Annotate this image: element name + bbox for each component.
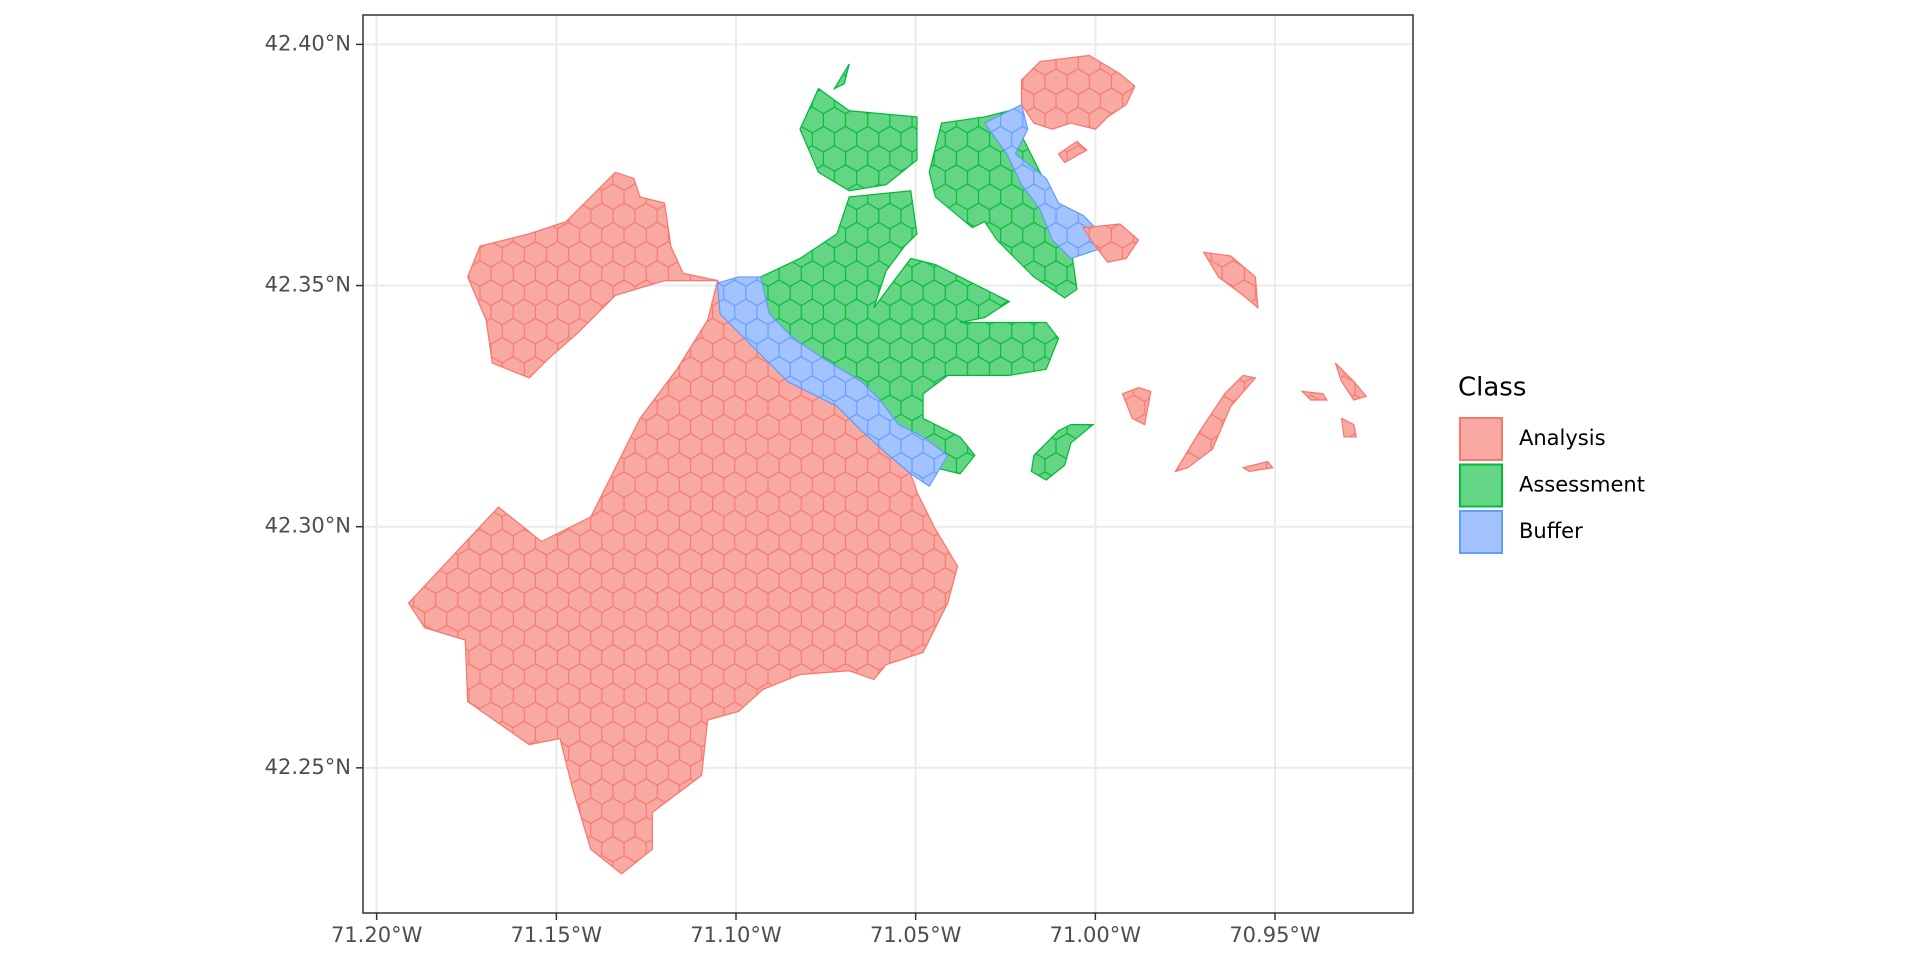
region-hex-grid [760, 190, 1059, 474]
legend: Class Analysis Assessment Buffer [1458, 373, 1645, 554]
region-hex-grid [1335, 363, 1367, 401]
region-hex-grid [1302, 391, 1327, 401]
region-hex-grid [408, 280, 958, 874]
legend-swatch [1459, 463, 1503, 508]
legend-title: Class [1458, 373, 1526, 403]
region-hex-grid [1203, 252, 1258, 308]
x-tick-label: 70.95°W [1229, 923, 1321, 947]
region-hex-grid [1341, 418, 1357, 437]
x-tick-label: 71.00°W [1050, 923, 1142, 947]
region-hex-grid [1021, 55, 1135, 130]
legend-label: Analysis [1519, 426, 1606, 450]
x-tick-label: 71.10°W [690, 923, 782, 947]
x-tick-label: 71.05°W [870, 923, 962, 947]
y-tick-label: 42.40°N [265, 31, 351, 55]
region-hex-grid [800, 88, 917, 191]
y-tick-label: 42.25°N [265, 755, 351, 779]
x-tick-label: 71.20°W [331, 923, 423, 947]
legend-swatch [1459, 417, 1503, 461]
y-tick-label: 42.30°N [265, 514, 351, 538]
region-hex-grid [1243, 461, 1273, 472]
legend-label: Assessment [1519, 473, 1645, 497]
region-hex-grid [1122, 387, 1151, 425]
region-hex-grid [1175, 375, 1256, 472]
region-hex-grid [1083, 224, 1139, 263]
region-hex-grid [1058, 141, 1087, 163]
y-tick-label: 42.35°N [265, 273, 351, 297]
region-hex-grid [1031, 424, 1093, 481]
axes: 71.20°W 71.15°W 71.10°W 71.05°W 71.00°W 70.95… [265, 31, 1321, 947]
region-hex-grid [984, 104, 1108, 259]
legend-label: Buffer [1519, 519, 1583, 543]
region-hex-grid [717, 276, 948, 487]
region-hex-grid [467, 172, 718, 378]
x-tick-label: 71.15°W [511, 923, 603, 947]
region-hex-grid [834, 64, 850, 89]
panel-border [362, 14, 1414, 914]
regions [407, 54, 1368, 875]
region-hex-grid [929, 110, 1077, 298]
legend-swatch [1459, 510, 1503, 554]
